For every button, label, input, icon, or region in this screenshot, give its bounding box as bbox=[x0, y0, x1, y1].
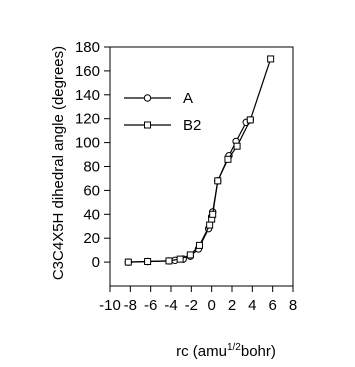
data-point-b2 bbox=[165, 257, 173, 265]
y-axis-title: C3C4X5H dihedral angle (degrees) bbox=[50, 46, 67, 280]
x-tick-label: -2 bbox=[185, 297, 198, 314]
legend: A B2 bbox=[124, 90, 201, 134]
data-point-b2 bbox=[144, 258, 152, 266]
legend-label-b2: B2 bbox=[183, 117, 201, 134]
x-tick-label: 8 bbox=[289, 297, 297, 314]
x-axis-title: rc (amu1/2bohr) bbox=[176, 342, 276, 360]
y-tick-label: 160 bbox=[75, 63, 100, 80]
x-tick-label: -8 bbox=[124, 297, 137, 314]
legend-label-a: A bbox=[183, 90, 193, 107]
data-point-b2 bbox=[233, 142, 241, 150]
series-a-line bbox=[128, 119, 251, 263]
data-point-b2 bbox=[186, 251, 194, 259]
legend-marker-b2 bbox=[144, 121, 151, 129]
y-tick-label: 120 bbox=[75, 111, 100, 128]
data-point-b2 bbox=[209, 210, 217, 218]
x-axis-title-superscript: 1/2 bbox=[227, 342, 241, 353]
y-tick-label: 140 bbox=[75, 87, 100, 104]
x-axis-title-tail: bohr) bbox=[241, 343, 276, 360]
y-tick-label: 100 bbox=[75, 135, 100, 152]
x-tick-label: 6 bbox=[268, 297, 276, 314]
x-axis-title-main: rc (amu bbox=[176, 343, 227, 360]
y-tick-label: 20 bbox=[83, 230, 100, 247]
x-tick-label: -6 bbox=[144, 297, 157, 314]
data-point-b2 bbox=[224, 155, 232, 163]
x-tick-label: -10 bbox=[99, 297, 121, 314]
y-tick-label: 40 bbox=[83, 206, 100, 223]
x-tick-label: 2 bbox=[228, 297, 236, 314]
series-layer bbox=[124, 55, 275, 266]
y-tick-label: 80 bbox=[83, 159, 100, 176]
x-tick-label: -4 bbox=[164, 297, 177, 314]
data-point-b2 bbox=[246, 116, 254, 124]
y-tick-label: 180 bbox=[75, 39, 100, 56]
data-point-b2 bbox=[176, 255, 184, 263]
legend-marker-a bbox=[143, 94, 152, 102]
series-b2 bbox=[124, 55, 275, 266]
y-tick-label: 0 bbox=[92, 254, 100, 271]
data-point-b2 bbox=[214, 177, 222, 185]
data-point-b2 bbox=[206, 221, 214, 229]
data-point-b2 bbox=[124, 258, 132, 266]
series-b2-line bbox=[128, 58, 272, 263]
series-a bbox=[124, 116, 255, 266]
x-tick-label: 0 bbox=[207, 297, 215, 314]
y-tick-label: 60 bbox=[83, 182, 100, 199]
x-tick-label: 4 bbox=[248, 297, 256, 314]
data-point-b2 bbox=[267, 55, 275, 63]
data-point-b2 bbox=[195, 241, 203, 249]
